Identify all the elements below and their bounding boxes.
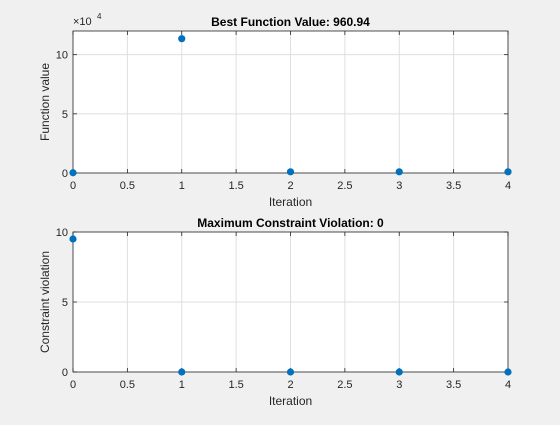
- x-tick-label: 4: [505, 379, 511, 391]
- y-exponent-power: 4: [97, 12, 102, 21]
- x-tick-label: 1.5: [228, 379, 243, 391]
- data-point: [395, 368, 403, 376]
- subplot-1: 0 0.5 1 1.5 2 2.5 3 3.5 4 0 5 10 ×10 4 Best Function V…: [38, 12, 512, 209]
- y-tick-label: 0: [62, 168, 68, 180]
- y-tick-label: 10: [56, 50, 68, 62]
- x-tick-label: 1: [179, 180, 185, 192]
- data-point: [286, 168, 295, 176]
- y-tick-label: 10: [56, 227, 68, 239]
- data-point: [504, 168, 512, 176]
- x-tick-label: 0: [70, 180, 76, 192]
- data-point: [286, 368, 295, 376]
- chart-title: Best Function Value: 960.94: [211, 15, 370, 29]
- x-tick-label: 1.5: [228, 180, 243, 192]
- y-axis-label: Constraint violation: [38, 251, 52, 353]
- x-tick-label: 0.5: [120, 180, 135, 192]
- subplot-2: 0 0.5 1 1.5 2 2.5 3 3.5 4 0 5 10 Maximum Constraint …: [38, 216, 512, 408]
- x-tick-label: 4: [505, 180, 511, 192]
- x-tick-label: 2: [287, 180, 293, 192]
- x-tick-label: 0: [70, 379, 76, 391]
- y-tick-label: 5: [62, 297, 68, 309]
- x-tick-label: 2.5: [337, 180, 352, 192]
- x-tick-label: 3: [396, 379, 402, 391]
- data-point: [69, 169, 77, 177]
- x-tick-label: 2.5: [337, 379, 352, 391]
- x-axis-label: Iteration: [269, 394, 312, 408]
- data-point: [395, 168, 403, 176]
- chart-title: Maximum Constraint Violation: 0: [197, 216, 384, 230]
- x-tick-label: 1: [179, 379, 185, 391]
- data-point: [504, 368, 512, 376]
- x-tick-label: 3.5: [446, 379, 461, 391]
- x-tick-label: 0.5: [120, 379, 135, 391]
- y-axis-label: Function value: [38, 63, 52, 141]
- x-tick-label: 3.5: [446, 180, 461, 192]
- y-exponent-label: ×10: [73, 16, 92, 28]
- x-tick-label: 2: [287, 379, 293, 391]
- x-axis-label: Iteration: [269, 195, 312, 209]
- x-tick-label: 3: [396, 180, 402, 192]
- data-point: [178, 35, 186, 43]
- data-point: [178, 368, 186, 376]
- y-tick-label: 5: [62, 109, 68, 121]
- y-tick-label: 0: [62, 367, 68, 379]
- data-point: [69, 235, 77, 243]
